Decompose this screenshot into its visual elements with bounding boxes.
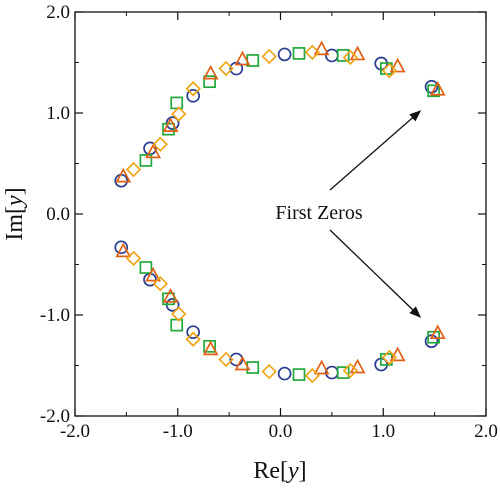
- triangle-point: [162, 117, 179, 132]
- y-tick-label: -1.0: [40, 305, 70, 326]
- y-tick-label: 2.0: [46, 2, 70, 23]
- triangle-point: [313, 359, 330, 375]
- square-point: [203, 75, 216, 89]
- y-tick-label: -2.0: [40, 406, 70, 427]
- square-point: [336, 49, 350, 62]
- diamond-point: [381, 62, 398, 79]
- x-axis-title-base: Re[: [253, 458, 288, 484]
- y-tick-label: 0.0: [46, 204, 70, 225]
- diamond-point: [304, 44, 321, 61]
- annotation-backdrop: [262, 200, 376, 226]
- diamond-point: [218, 351, 234, 368]
- y-tick-label: 1.0: [46, 103, 70, 124]
- diamond-point: [171, 106, 187, 122]
- diamond-point: [261, 363, 277, 380]
- x-axis-title-var: y: [286, 458, 299, 484]
- circle-point: [325, 48, 339, 63]
- triangle-point: [313, 40, 330, 56]
- diamond-point: [185, 331, 201, 347]
- x-tick-label: -2.0: [60, 421, 90, 442]
- diamond-point: [261, 48, 277, 65]
- triangle-point: [145, 143, 162, 159]
- triangle-point: [389, 57, 406, 73]
- circle-point: [186, 325, 201, 340]
- square-point: [139, 261, 153, 274]
- triangle-point: [349, 45, 366, 61]
- square-point: [292, 368, 306, 381]
- circle-point: [186, 88, 201, 103]
- triangle-point: [115, 242, 132, 258]
- diamond-point: [185, 81, 201, 97]
- circle-point: [277, 47, 292, 62]
- square-point: [427, 84, 440, 98]
- triangle-point: [145, 266, 162, 282]
- triangle-point: [115, 167, 132, 183]
- y-axis-title-var: y: [2, 195, 28, 208]
- diamond-point: [125, 161, 142, 178]
- y-axis-title: Im[y]: [2, 187, 28, 240]
- triangle-point: [429, 80, 446, 96]
- x-tick-label: 1.0: [371, 421, 395, 442]
- square-point: [170, 318, 184, 332]
- diamond-point: [381, 349, 398, 366]
- triangle-point: [234, 50, 251, 66]
- diamond-point: [304, 367, 321, 384]
- triangle-point: [349, 358, 366, 374]
- annotation-first-zeros: First Zeros: [275, 202, 362, 224]
- diamond-point: [342, 362, 359, 379]
- x-tick-label: 2.0: [474, 421, 498, 442]
- square-point: [427, 330, 440, 344]
- square-point: [292, 47, 306, 60]
- x-tick-label: 0.0: [269, 421, 293, 442]
- annotation-arrow-lower: [329, 229, 422, 318]
- triangle-point: [202, 340, 219, 356]
- annotation-arrow-upper: [329, 110, 422, 191]
- x-axis-title-close: ]: [299, 458, 307, 484]
- axis-ticks: -2.0 -1.0 0.0 1.0 2.0 -2.0 -1.0 0.0 1.0 2.0: [40, 2, 498, 442]
- triangle-point: [389, 346, 406, 362]
- diamond-point: [218, 60, 234, 77]
- diamond-point: [152, 275, 168, 292]
- data-points: [114, 40, 446, 384]
- circle-point: [424, 334, 439, 349]
- triangle-point: [429, 324, 446, 340]
- x-axis-title: Re[y]: [253, 458, 306, 484]
- diamond-point: [342, 49, 359, 66]
- diamond-point: [125, 250, 142, 267]
- triangle-point: [234, 355, 251, 371]
- square-point: [139, 154, 153, 167]
- circle-point: [114, 240, 129, 255]
- y-axis-title-base: Im[: [2, 206, 28, 241]
- square-point: [246, 361, 260, 374]
- triangle-point: [202, 64, 219, 80]
- triangle-point: [162, 288, 179, 303]
- circle-point: [277, 366, 292, 381]
- y-axis-title-close: ]: [2, 187, 28, 195]
- square-point: [336, 366, 350, 379]
- square-point: [203, 339, 216, 353]
- diamond-point: [171, 306, 187, 322]
- diamond-point: [152, 136, 168, 153]
- square-point: [170, 96, 184, 110]
- x-tick-label: -1.0: [163, 421, 193, 442]
- annotation: First Zeros: [262, 110, 422, 318]
